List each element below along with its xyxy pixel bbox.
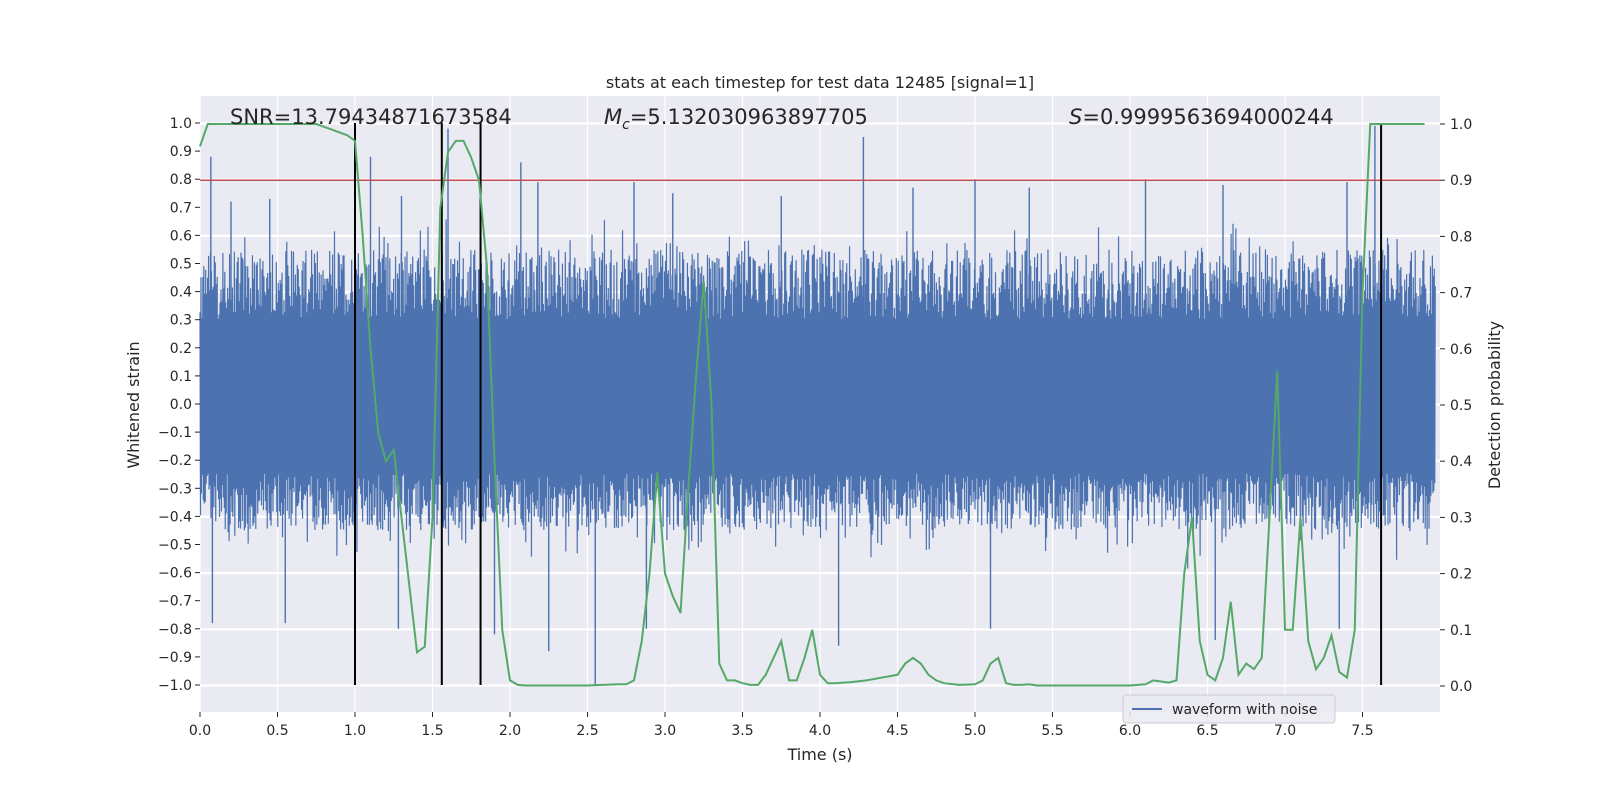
x-tick-label: 4.5	[886, 723, 908, 739]
y-axis-label-right: Detection probability	[1485, 321, 1504, 489]
y-tick-label-right: 0.0	[1450, 679, 1472, 695]
y-tick-label-right: 0.6	[1450, 342, 1472, 358]
y-tick-label-right: 0.9	[1450, 173, 1472, 189]
x-tick-label: 2.5	[576, 723, 598, 739]
x-tick-label: 7.0	[1274, 723, 1296, 739]
y-tick-label-right: 0.3	[1450, 510, 1472, 526]
waveform-line	[199, 219, 1436, 569]
score-value: =0.9999563694000244	[1082, 105, 1333, 129]
y-tick-label-left: 0.2	[170, 341, 192, 357]
vertical-markers	[354, 123, 1383, 685]
y-tick-label-right: 0.4	[1450, 454, 1472, 470]
y-tick-label-right: 0.2	[1450, 567, 1472, 583]
x-tick-label: 6.5	[1196, 723, 1218, 739]
y-tick-label-left: 0.9	[170, 144, 192, 160]
legend-box	[1122, 694, 1336, 724]
x-axis-label: Time (s)	[786, 745, 852, 764]
x-tick-label: 4.0	[809, 723, 831, 739]
x-tick-label: 7.5	[1351, 723, 1373, 739]
x-tick-label: 2.0	[499, 723, 521, 739]
x-tick-label: 5.0	[964, 723, 986, 739]
y-tick-label-left: −0.4	[158, 509, 192, 525]
x-tick-label: 3.5	[731, 723, 753, 739]
score-annotation: S=0.9999563694000244	[1069, 105, 1334, 129]
y-tick-label-left: −0.1	[158, 425, 192, 441]
y-tick-label-right: 0.7	[1450, 286, 1472, 302]
probability-line	[199, 123, 1425, 687]
chirp-mass-subscript: c	[622, 117, 630, 133]
probability-series	[199, 123, 1425, 687]
y-tick-label-left: 1.0	[170, 116, 192, 132]
y-tick-label-left: 0.3	[170, 313, 192, 329]
y-tick-label-left: 0.4	[170, 285, 192, 301]
x-tick-label: 1.5	[421, 723, 443, 739]
y-tick-label-right: 0.5	[1450, 398, 1472, 414]
y-tick-label-right: 1.0	[1450, 117, 1472, 133]
x-ticks: 0.0 0.5 1.0 1.5 2.0 2.5 3.0 3.5 4.0 4.5 5.0 5.5 6.0 6…	[189, 712, 1374, 739]
y-tick-label-left: 0.5	[170, 257, 192, 273]
y-tick-label-left: −0.5	[158, 538, 192, 554]
y-tick-label-left: 0.1	[170, 369, 192, 385]
y-tick-label-left: −0.8	[158, 622, 192, 638]
snr-annotation: SNR=13.79434871673584	[230, 105, 512, 129]
legend-label: waveform with noise	[1172, 702, 1317, 718]
y-tick-label-right: 0.1	[1450, 623, 1472, 639]
y-tick-label-left: −0.7	[158, 594, 192, 610]
y-tick-label-left: 0.6	[170, 228, 192, 244]
y-axis-label-left: Whitened strain	[124, 341, 143, 468]
chart-title: stats at each timestep for test data 124…	[606, 73, 1034, 92]
y-tick-label-left: 0.7	[170, 200, 192, 216]
y-tick-label-left: 0.0	[170, 397, 192, 413]
x-tick-label: 3.0	[654, 723, 676, 739]
y-tick-label-left: −0.9	[158, 650, 192, 666]
x-tick-label: 5.5	[1041, 723, 1063, 739]
y-tick-label-left: −0.6	[158, 566, 192, 582]
y-ticks-right: 0.0 0.1 0.2 0.3 0.4 0.5 0.6 0.7 0.8 0.9 1.0	[1440, 117, 1472, 695]
x-tick-label: 6.0	[1119, 723, 1141, 739]
y-tick-label-left: −1.0	[158, 678, 192, 694]
y-tick-label-left: 0.8	[170, 172, 192, 188]
y-tick-label-right: 0.8	[1450, 229, 1472, 245]
chirp-mass-value: =5.132030963897705	[630, 105, 868, 129]
y-tick-label-left: −0.3	[158, 481, 192, 497]
legend: waveform with noise	[1122, 694, 1336, 724]
chirp-mass-symbol: M	[604, 105, 622, 129]
y-tick-label-left: −0.2	[158, 453, 192, 469]
score-symbol: S	[1069, 105, 1082, 129]
x-tick-label: 1.0	[344, 723, 366, 739]
chirp-mass-annotation: Mc=5.132030963897705	[604, 105, 868, 133]
x-tick-label: 0.5	[266, 723, 288, 739]
y-ticks-left: −1.0 −0.9 −0.8 −0.7 −0.6 −0.5 −0.4 −0.3 −0.2 −0.1…	[158, 116, 200, 694]
x-tick-label: 0.0	[189, 723, 211, 739]
